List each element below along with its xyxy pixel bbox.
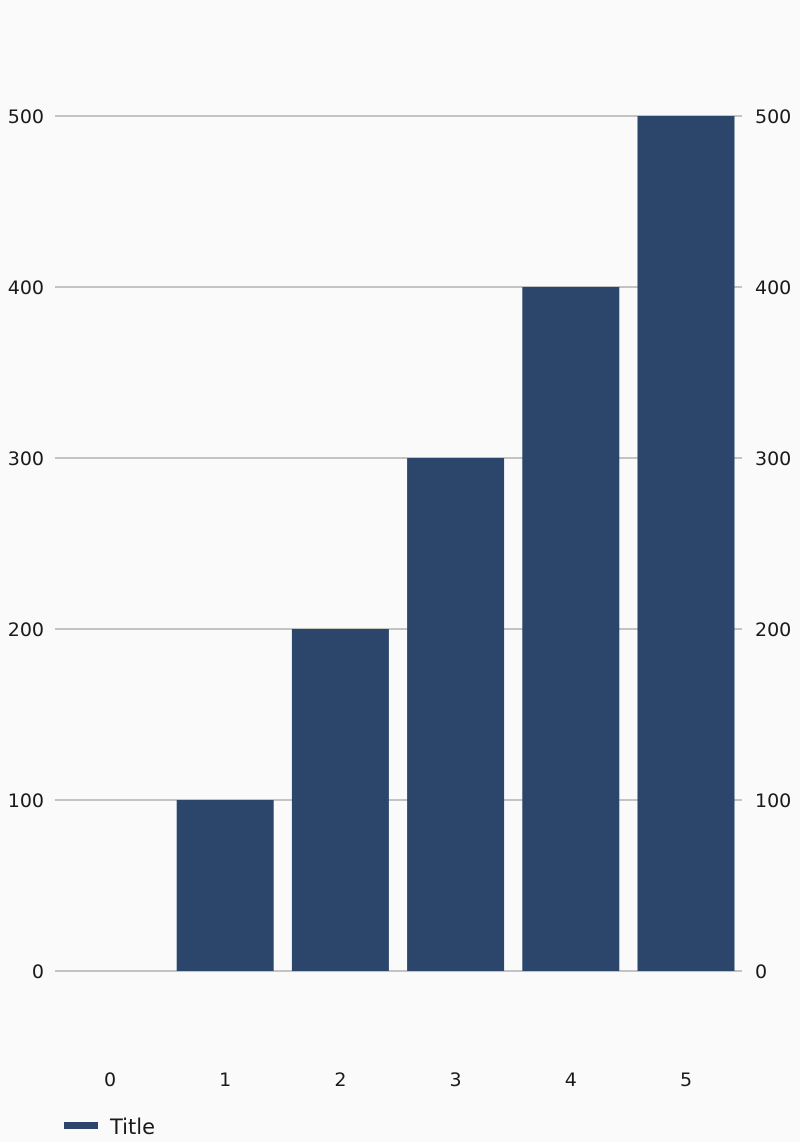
y-tick-label-left: 400 <box>8 277 44 299</box>
x-tick-label: 4 <box>565 1069 577 1091</box>
bar <box>407 458 505 971</box>
y-tick-label-right: 0 <box>755 961 767 983</box>
y-tick-label-right: 400 <box>755 277 791 299</box>
left-y-axis: 0 100 200 300 400 500 <box>8 106 44 983</box>
y-tick-label-left: 100 <box>8 790 44 812</box>
x-tick-label: 1 <box>219 1069 231 1091</box>
bar <box>637 116 735 971</box>
x-tick-label: 5 <box>680 1069 692 1091</box>
x-tick-label: 2 <box>334 1069 346 1091</box>
y-tick-label-right: 300 <box>755 448 791 470</box>
right-y-axis: 0 100 200 300 400 500 <box>755 106 791 983</box>
y-tick-label-left: 0 <box>32 961 44 983</box>
x-tick-label: 0 <box>104 1069 116 1091</box>
bar <box>176 800 274 971</box>
gridlines <box>55 115 742 972</box>
y-tick-label-left: 200 <box>8 619 44 641</box>
x-tick-label: 3 <box>450 1069 462 1091</box>
y-tick-label-right: 100 <box>755 790 791 812</box>
bar <box>522 287 620 971</box>
bar <box>291 629 389 971</box>
y-tick-label-right: 500 <box>755 106 791 128</box>
y-tick-label-left: 500 <box>8 106 44 128</box>
y-tick-label-right: 200 <box>755 619 791 641</box>
bars <box>176 116 735 971</box>
legend: Title <box>64 1115 155 1139</box>
legend-swatch <box>64 1122 98 1129</box>
legend-label: Title <box>109 1115 155 1139</box>
y-tick-label-left: 300 <box>8 448 44 470</box>
x-axis: 0 1 2 3 4 5 <box>104 1069 692 1091</box>
